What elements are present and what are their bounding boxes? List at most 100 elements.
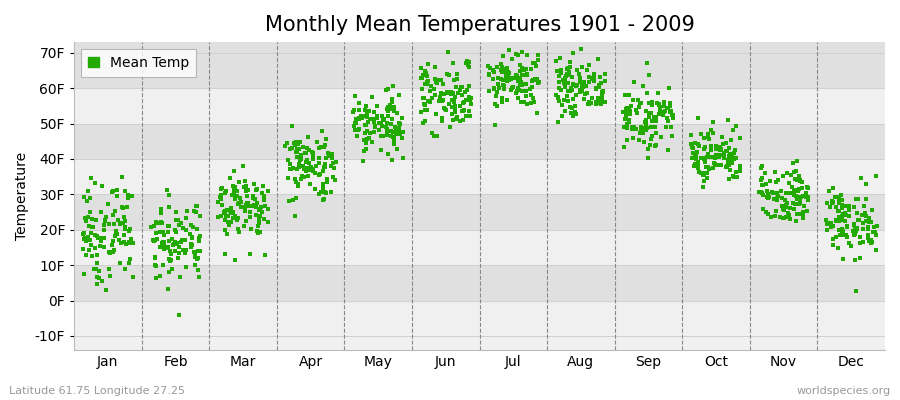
Point bbox=[760, 194, 774, 200]
Point bbox=[663, 108, 678, 115]
Point bbox=[527, 76, 542, 82]
Point bbox=[579, 83, 593, 89]
Point bbox=[109, 229, 123, 236]
Point bbox=[515, 49, 529, 56]
Point bbox=[86, 224, 100, 231]
Point bbox=[151, 220, 166, 226]
Point bbox=[558, 108, 572, 114]
Point bbox=[634, 126, 648, 132]
Point bbox=[717, 155, 732, 162]
Point bbox=[154, 243, 168, 250]
Point bbox=[240, 187, 255, 194]
Point bbox=[94, 183, 109, 189]
Point bbox=[775, 195, 789, 201]
Point bbox=[775, 203, 789, 210]
Point bbox=[319, 190, 333, 196]
Point bbox=[359, 140, 374, 146]
Point bbox=[239, 199, 254, 206]
Point bbox=[464, 101, 478, 108]
Point bbox=[231, 229, 246, 235]
Point bbox=[83, 236, 97, 243]
Point bbox=[119, 240, 133, 247]
Point bbox=[562, 72, 577, 78]
Point bbox=[287, 213, 302, 219]
Point bbox=[226, 208, 240, 215]
Point bbox=[616, 109, 631, 116]
Point bbox=[392, 119, 406, 126]
Point bbox=[114, 220, 129, 226]
Point bbox=[168, 227, 183, 233]
Point bbox=[446, 116, 460, 123]
Point bbox=[453, 103, 467, 109]
Point bbox=[692, 143, 706, 150]
Point bbox=[639, 108, 653, 114]
Point bbox=[178, 236, 193, 243]
Point bbox=[700, 175, 715, 181]
Point bbox=[587, 78, 601, 84]
Point bbox=[367, 118, 382, 125]
Point bbox=[684, 132, 698, 138]
Point bbox=[460, 58, 474, 64]
Point bbox=[158, 239, 172, 245]
Point bbox=[786, 160, 800, 166]
Point bbox=[250, 186, 265, 192]
Point bbox=[595, 89, 609, 95]
Point bbox=[261, 206, 275, 212]
Point bbox=[153, 244, 167, 250]
Point bbox=[524, 66, 538, 72]
Point bbox=[418, 100, 432, 107]
Point bbox=[825, 200, 840, 206]
Point bbox=[549, 92, 563, 98]
Point bbox=[566, 96, 580, 103]
Point bbox=[850, 196, 865, 202]
Point bbox=[487, 85, 501, 91]
Point bbox=[840, 224, 854, 230]
Point bbox=[626, 97, 641, 103]
Point bbox=[724, 154, 738, 160]
Point bbox=[760, 194, 775, 201]
Point bbox=[855, 212, 869, 218]
Point bbox=[702, 166, 716, 172]
Point bbox=[418, 118, 432, 124]
Point bbox=[173, 274, 187, 280]
Point bbox=[255, 190, 269, 196]
Point bbox=[108, 208, 122, 214]
Point bbox=[688, 140, 702, 146]
Point bbox=[423, 88, 437, 94]
Point bbox=[223, 174, 238, 181]
Point bbox=[666, 115, 680, 122]
Point bbox=[531, 80, 545, 86]
Point bbox=[582, 99, 597, 106]
Point bbox=[531, 57, 545, 63]
Point bbox=[435, 115, 449, 122]
Point bbox=[500, 69, 515, 75]
Point bbox=[514, 99, 528, 105]
Point bbox=[834, 205, 849, 212]
Point bbox=[435, 118, 449, 124]
Point bbox=[190, 203, 204, 210]
Point bbox=[418, 80, 432, 87]
Point bbox=[761, 194, 776, 200]
Point bbox=[436, 97, 450, 103]
Point bbox=[77, 235, 92, 241]
Point bbox=[697, 146, 711, 152]
Point bbox=[327, 165, 341, 171]
Point bbox=[574, 88, 589, 94]
Point bbox=[756, 182, 770, 188]
Point bbox=[564, 85, 579, 91]
Point bbox=[706, 154, 720, 160]
Point bbox=[156, 262, 170, 268]
Point bbox=[227, 186, 241, 192]
Point bbox=[464, 97, 478, 103]
Point bbox=[561, 98, 575, 104]
Point bbox=[526, 99, 541, 105]
Point bbox=[363, 130, 377, 136]
Point bbox=[832, 194, 846, 200]
Point bbox=[592, 84, 607, 90]
Point bbox=[190, 225, 204, 232]
Point bbox=[781, 214, 796, 220]
Point bbox=[436, 105, 451, 112]
Point bbox=[360, 128, 374, 134]
Point bbox=[226, 214, 240, 221]
Point bbox=[648, 143, 662, 149]
